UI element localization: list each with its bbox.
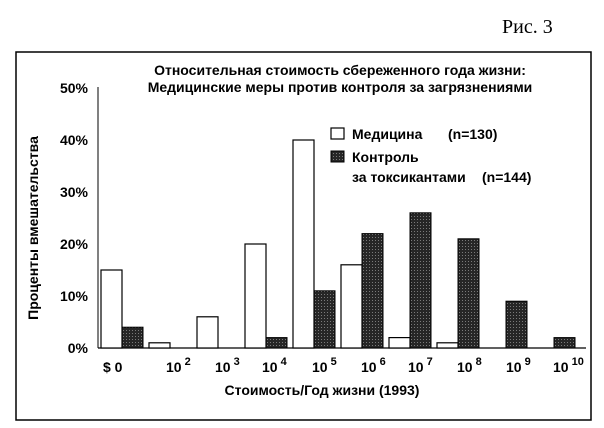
bar-medicine-0 <box>100 269 123 349</box>
bar-control-7 <box>457 238 480 349</box>
y-tick-label: 10% <box>60 288 89 304</box>
x-tick-label: 10 10 <box>553 356 584 375</box>
legend-n-medicine: (n=130) <box>448 126 497 142</box>
y-tick-label: 30% <box>60 184 89 200</box>
y-tick-label: 40% <box>60 132 89 148</box>
x-tick-label: 10 3 <box>215 356 240 375</box>
chart-frame <box>15 51 592 421</box>
bar-medicine-4 <box>292 139 315 349</box>
x-tick-label: 10 4 <box>262 356 288 375</box>
bar-control-9 <box>553 337 576 349</box>
legend-swatch-control <box>330 150 345 163</box>
bar-medicine-2 <box>196 316 219 349</box>
bars-group <box>100 139 576 349</box>
chart-subtitle: Медицинские меры против контроля за загр… <box>148 79 533 95</box>
x-ticks: $ 0 10 2 10 3 10 4 10 5 10 6 10 7 10 8 10 9 10 10 <box>103 356 584 375</box>
x-tick-label: 10 7 <box>408 356 433 375</box>
x-tick-label: $ 0 <box>103 359 123 375</box>
x-tick-label: 10 6 <box>361 356 386 375</box>
x-tick-label: 10 8 <box>457 356 482 375</box>
bar-medicine-6 <box>388 337 411 349</box>
bar-control-4 <box>313 290 336 349</box>
x-axis-label: Стоимость/Год жизни (1993) <box>225 382 420 398</box>
bar-medicine-7 <box>436 342 459 349</box>
bar-control-5 <box>361 233 384 349</box>
x-tick-label: 10 5 <box>312 356 337 375</box>
legend-swatch-medicine <box>330 127 345 140</box>
y-tick-label: 50% <box>60 80 89 96</box>
x-tick-label: 10 9 <box>506 356 531 375</box>
bar-medicine-5 <box>340 264 363 349</box>
figure-label: Рис. 3 <box>502 16 553 38</box>
bar-medicine-3 <box>244 243 267 349</box>
y-tick-label: 0% <box>68 340 89 356</box>
legend-label-control: Контроль <box>352 149 419 165</box>
bar-control-3 <box>265 337 288 349</box>
bar-control-6 <box>409 212 432 349</box>
y-axis-label: Проценты вмешательства <box>25 136 41 320</box>
bar-control-0 <box>121 326 144 349</box>
chart-title: Относительная стоимость сбереженного год… <box>154 62 526 78</box>
bar-medicine-1 <box>148 342 171 349</box>
y-ticks: 0% 10% 20% 30% 40% 50% <box>60 80 89 356</box>
x-tick-label: 10 2 <box>166 356 191 375</box>
bar-control-8 <box>505 300 528 349</box>
legend-n-control: (n=144) <box>482 169 531 185</box>
legend: Медицина (n=130) Контроль за токсикантам… <box>330 126 531 185</box>
y-tick-label: 20% <box>60 236 89 252</box>
legend-label-control-line2: за токсикантами <box>352 169 466 185</box>
legend-label-medicine: Медицина <box>352 126 423 142</box>
